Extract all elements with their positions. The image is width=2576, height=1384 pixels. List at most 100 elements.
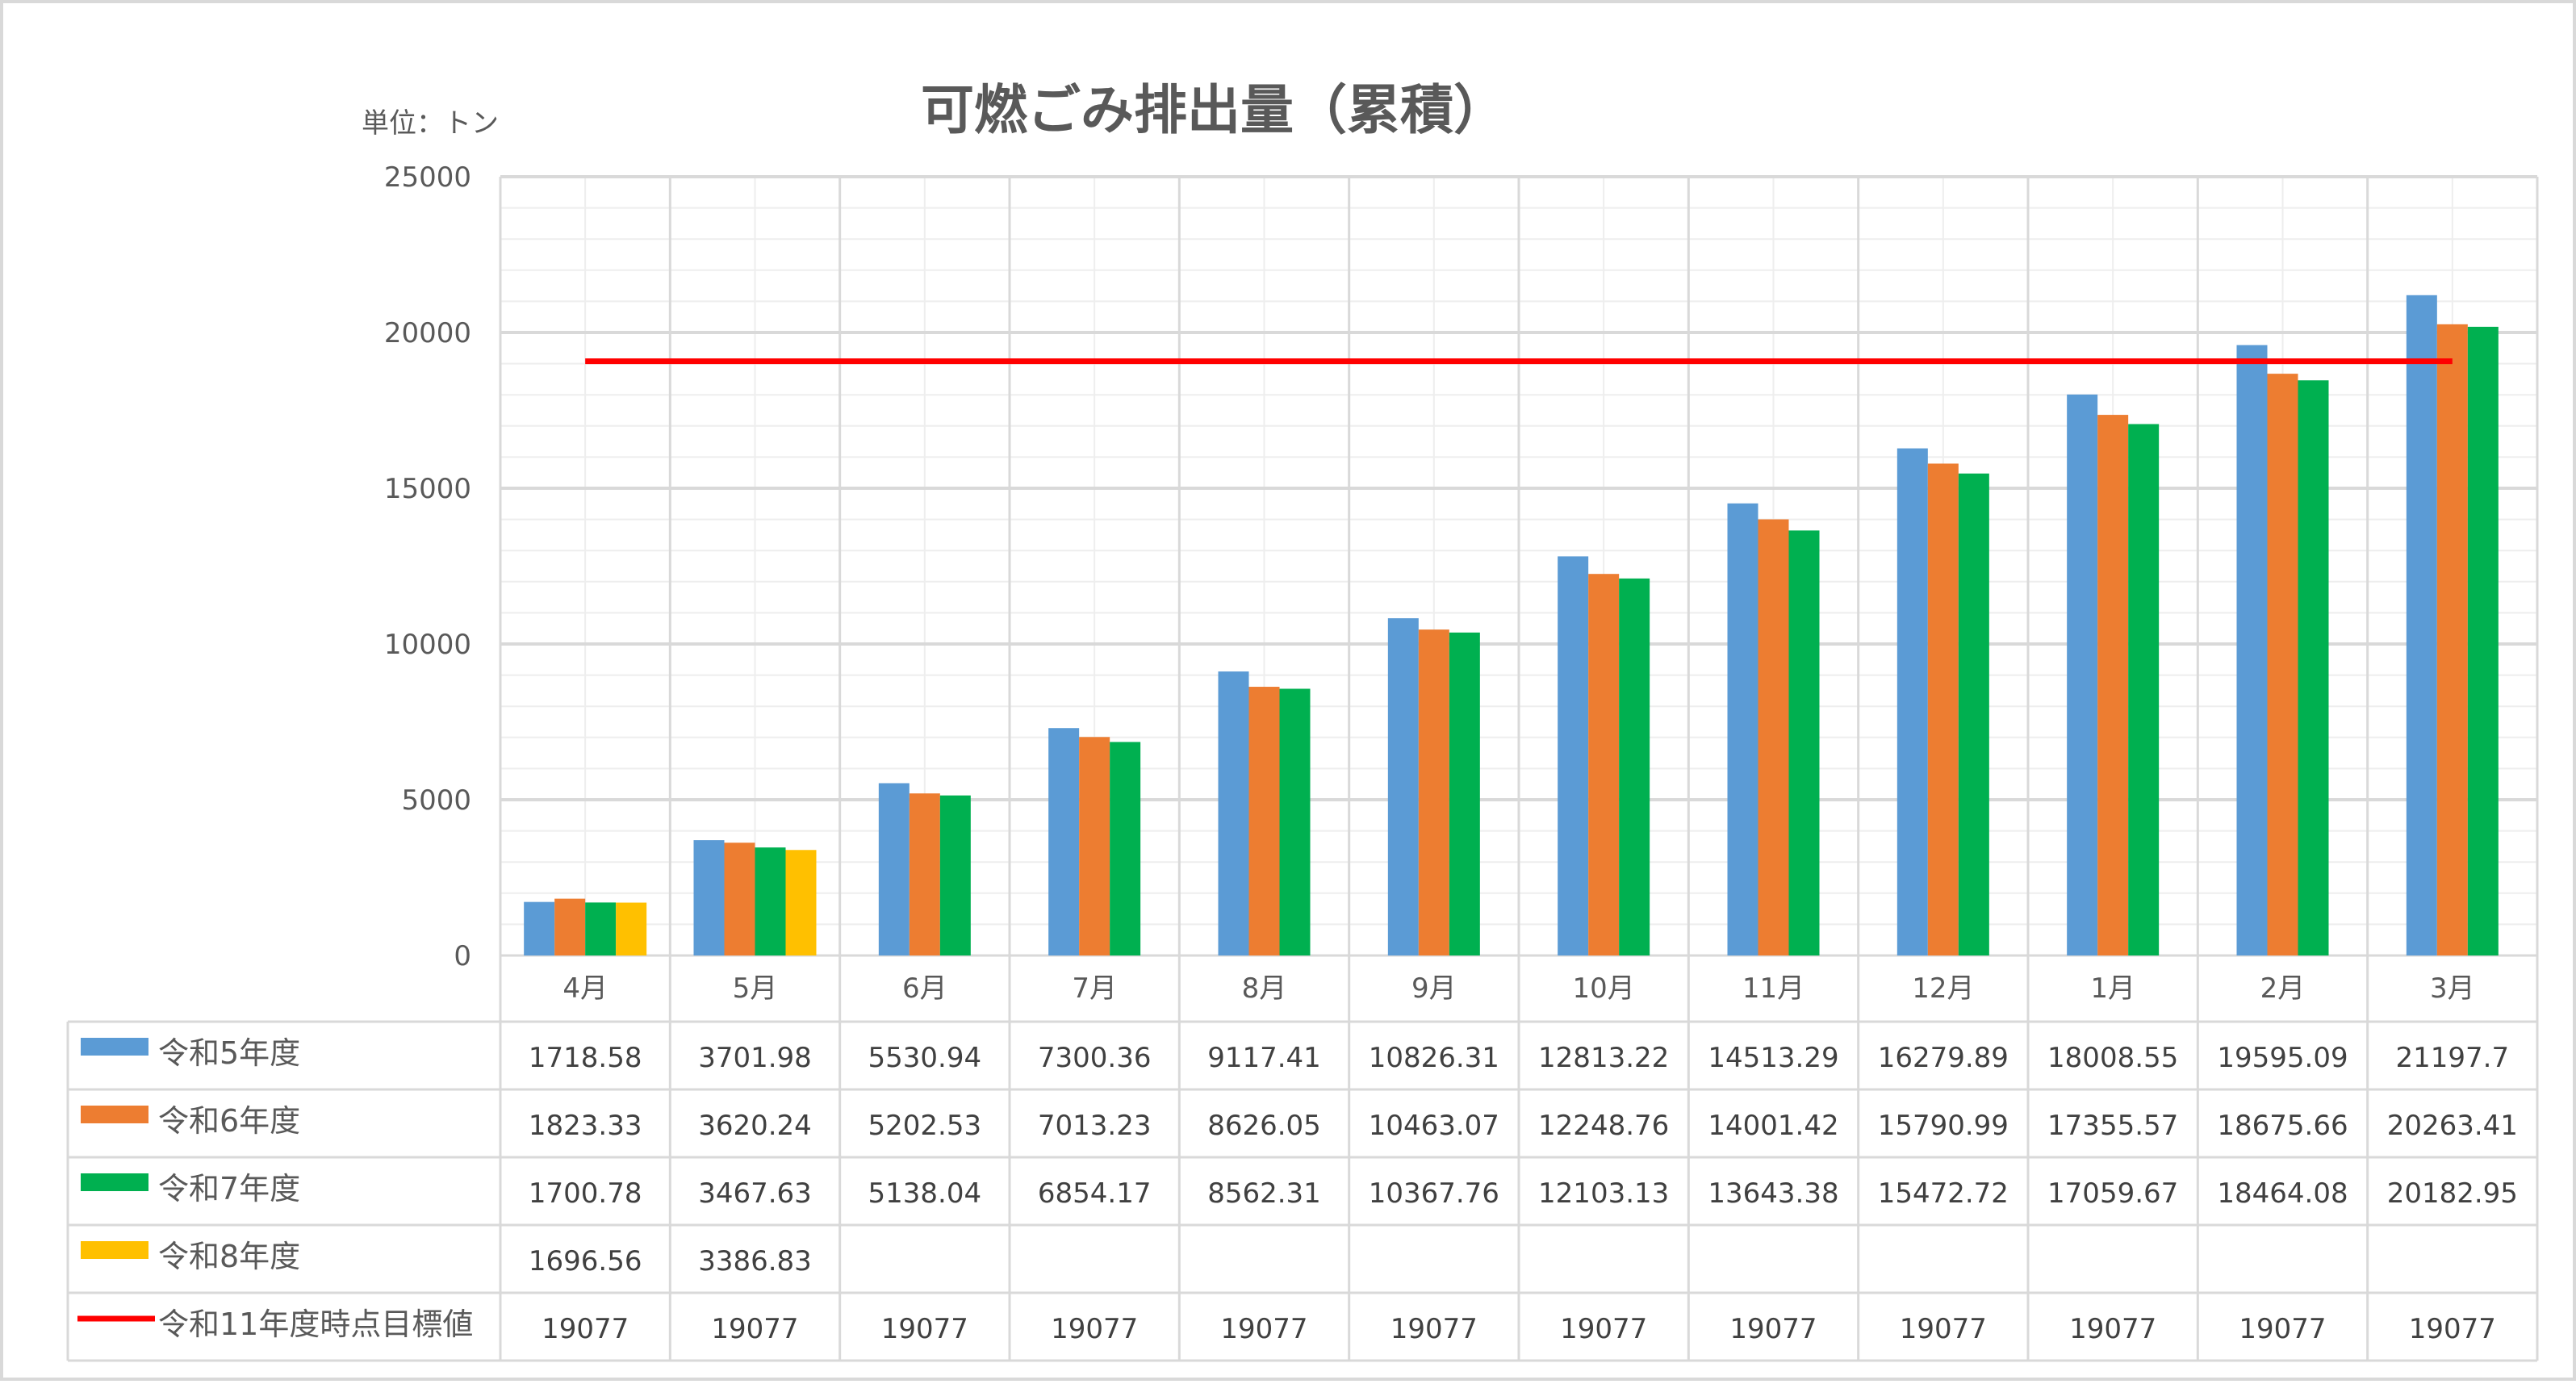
- data-table-cell: 6854.17: [1038, 1177, 1152, 1210]
- data-table-cell: 1823.33: [529, 1110, 642, 1142]
- bar-令和8年度-5月: [785, 850, 817, 955]
- bar-令和5年度-7月: [1048, 728, 1080, 955]
- legend-label: 令和11年度時点目標値: [158, 1307, 473, 1342]
- bar-令和5年度-1月: [2067, 394, 2098, 955]
- data-table-cell: 12248.76: [1538, 1110, 1669, 1142]
- legend-key-令和5年度: [81, 1038, 148, 1056]
- legend-key-令和8年度: [81, 1241, 148, 1259]
- data-table-cell: 3701.98: [698, 1042, 812, 1074]
- x-tick-label: 7月: [1072, 972, 1117, 1005]
- bar-令和7年度-12月: [1958, 473, 1989, 955]
- data-table-cell: 1700.78: [529, 1177, 642, 1210]
- bar-令和7年度-2月: [2298, 380, 2329, 955]
- x-tick-label: 10月: [1573, 972, 1635, 1005]
- y-tick-label: 5000: [401, 784, 471, 817]
- data-table-cell: 3386.83: [698, 1245, 812, 1277]
- bar-令和6年度-3月: [2436, 324, 2468, 955]
- bar-令和5年度-5月: [693, 840, 725, 955]
- bar-令和6年度-7月: [1079, 737, 1110, 955]
- x-tick-label: 11月: [1742, 972, 1804, 1005]
- bar-令和5年度-2月: [2236, 345, 2268, 955]
- bar-令和7年度-10月: [1619, 578, 1650, 955]
- x-tick-label: 12月: [1912, 972, 1974, 1005]
- legend-label: 令和8年度: [158, 1239, 300, 1274]
- bar-令和5年度-11月: [1727, 503, 1758, 955]
- bar-令和5年度-10月: [1558, 556, 1589, 955]
- bar-令和7年度-3月: [2467, 326, 2499, 956]
- data-table-cell: 13643.38: [1708, 1177, 1838, 1210]
- bar-令和7年度-1月: [2128, 424, 2160, 955]
- bar-令和6年度-8月: [1248, 687, 1280, 955]
- data-table-cell: 21197.7: [2396, 1042, 2510, 1074]
- data-table-cell: 5138.04: [868, 1177, 982, 1210]
- data-table-cell: 10463.07: [1369, 1110, 1499, 1142]
- y-tick-label: 15000: [384, 473, 471, 505]
- legend-key-令和6年度: [81, 1106, 148, 1123]
- bar-令和5年度-3月: [2406, 295, 2437, 955]
- data-table-cell: 19595.09: [2217, 1042, 2348, 1074]
- y-tick-label: 0: [454, 940, 471, 972]
- legend-label: 令和5年度: [158, 1035, 300, 1071]
- data-table-cell: 8562.31: [1207, 1177, 1321, 1210]
- data-table-cell: 19077: [1051, 1313, 1138, 1345]
- y-tick-label: 20000: [384, 317, 471, 349]
- x-tick-label: 8月: [1242, 972, 1287, 1005]
- data-table-cell: 15790.99: [1878, 1110, 2009, 1142]
- data-table-cell: 10826.31: [1369, 1042, 1499, 1074]
- data-table-cell: 17355.57: [2047, 1110, 2178, 1142]
- bar-令和5年度-8月: [1218, 671, 1249, 955]
- data-table-cell: 15472.72: [1878, 1177, 2009, 1210]
- data-table-cell: 12813.22: [1538, 1042, 1669, 1074]
- bar-令和6年度-5月: [724, 843, 755, 955]
- legend-label: 令和6年度: [158, 1103, 300, 1139]
- legend-label: 令和7年度: [158, 1171, 300, 1206]
- bar-令和7年度-11月: [1788, 530, 1820, 955]
- bar-令和5年度-9月: [1387, 618, 1419, 955]
- bar-令和6年度-1月: [2097, 415, 2129, 955]
- data-table-cell: 19077: [2239, 1313, 2326, 1345]
- data-table-cell: 14001.42: [1708, 1110, 1838, 1142]
- x-tick-label: 9月: [1411, 972, 1457, 1005]
- data-table-cell: 8626.05: [1207, 1110, 1321, 1142]
- data-table-cell: 18675.66: [2217, 1110, 2348, 1142]
- data-table-cell: 10367.76: [1369, 1177, 1499, 1210]
- bar-令和6年度-11月: [1758, 519, 1789, 955]
- bar-令和8年度-4月: [616, 902, 647, 955]
- data-table-cell: 19077: [881, 1313, 968, 1345]
- data-table-cell: 1696.56: [529, 1245, 642, 1277]
- data-table-cell: 19077: [1900, 1313, 1987, 1345]
- data-table-cell: 19077: [1220, 1313, 1307, 1345]
- data-table-cell: 12103.13: [1538, 1177, 1669, 1210]
- x-tick-label: 2月: [2260, 972, 2306, 1005]
- bar-令和7年度-5月: [755, 847, 786, 955]
- data-table-cell: 20263.41: [2387, 1110, 2518, 1142]
- data-table-cell: 5202.53: [868, 1110, 982, 1142]
- x-tick-label: 1月: [2090, 972, 2135, 1005]
- x-tick-label: 3月: [2430, 972, 2475, 1005]
- data-table-cell: 17059.67: [2047, 1177, 2178, 1210]
- chart: 0 5000 10000 15000 20000 25000 可燃ごみ排出量（累積） 単位：ト…: [66, 79, 2539, 1362]
- data-table-cell: 7300.36: [1038, 1042, 1152, 1074]
- data-table-cell: 19077: [1390, 1313, 1478, 1345]
- bar-令和6年度-12月: [1927, 463, 1959, 955]
- bar-令和7年度-8月: [1279, 688, 1311, 955]
- data-table-cell: 7013.23: [1038, 1110, 1152, 1142]
- y-tick-label: 10000: [384, 629, 471, 661]
- data-table-cell: 1718.58: [529, 1042, 642, 1074]
- bar-令和5年度-12月: [1896, 448, 1928, 955]
- bar-令和5年度-4月: [524, 901, 555, 955]
- bar-令和6年度-10月: [1588, 574, 1620, 955]
- data-table-cell: 3467.63: [698, 1177, 812, 1210]
- data-table-cell: 19077: [1729, 1313, 1817, 1345]
- unit-label: 単位：トン: [362, 107, 499, 140]
- data-table-cell: 19077: [2409, 1313, 2496, 1345]
- data-table-cell: 16279.89: [1878, 1042, 2009, 1074]
- x-tick-label: 6月: [902, 972, 947, 1005]
- data-table-cell: 20182.95: [2387, 1177, 2518, 1210]
- bar-令和5年度-6月: [878, 783, 910, 955]
- bar-令和6年度-6月: [909, 793, 940, 955]
- data-table-cell: 9117.41: [1207, 1042, 1321, 1074]
- data-table-cell: 18008.55: [2047, 1042, 2178, 1074]
- bar-令和7年度-9月: [1449, 632, 1480, 955]
